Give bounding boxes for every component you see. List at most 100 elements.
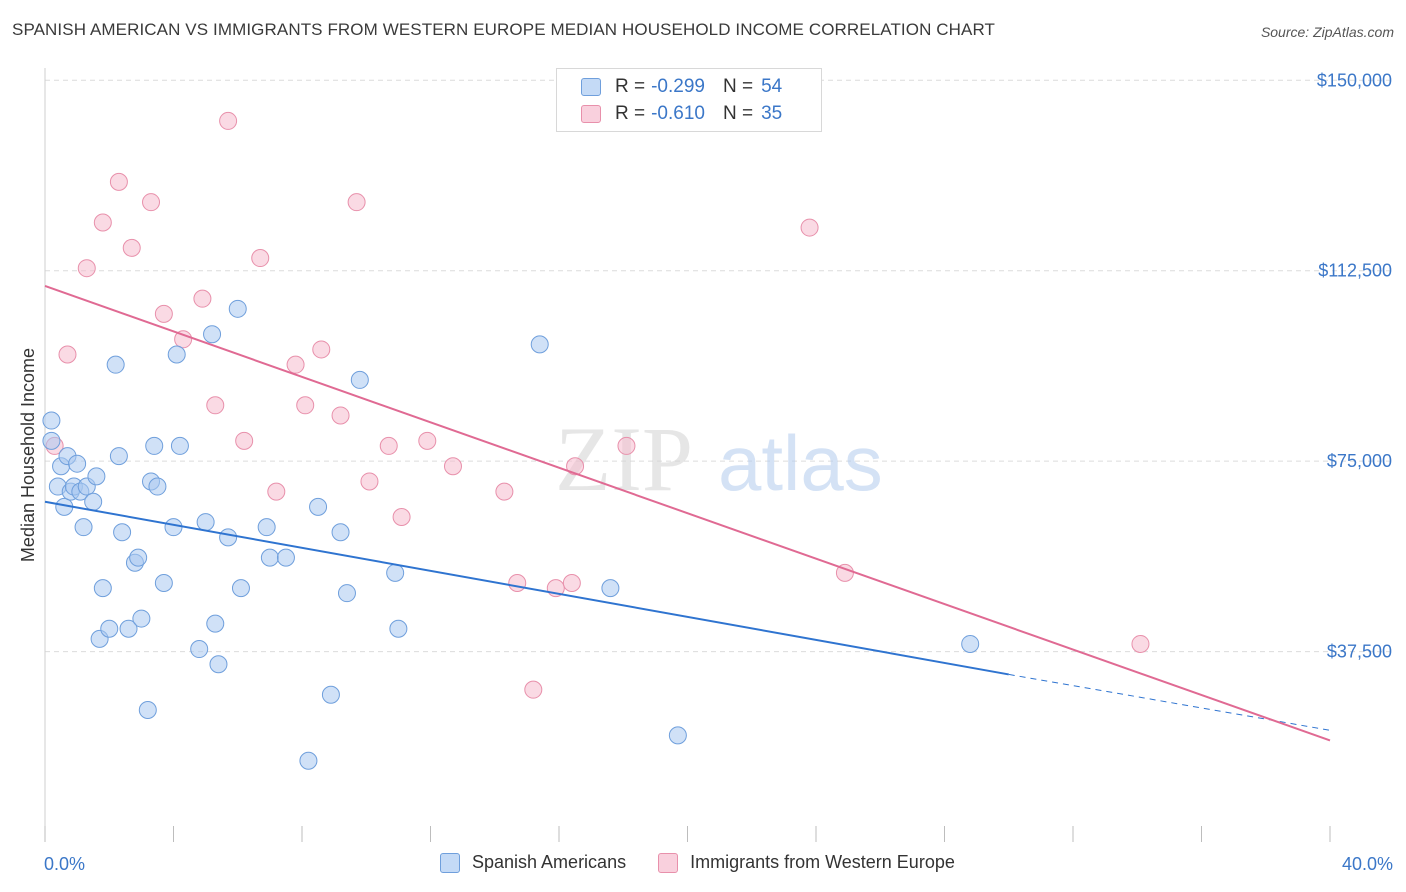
data-point <box>961 634 980 653</box>
data-point <box>93 579 112 598</box>
legend-swatch-pink <box>658 852 679 873</box>
data-point <box>495 482 514 501</box>
y-tick-label: $150,000 <box>1317 70 1392 90</box>
data-point <box>42 431 61 450</box>
data-point <box>138 700 157 719</box>
data-point <box>508 574 527 593</box>
data-point <box>113 523 132 542</box>
y-axis-label: Median Household Income <box>18 348 38 562</box>
legend-r-value: -0.610 <box>651 103 705 124</box>
trendline-spanish-americans <box>44 500 1009 676</box>
data-point <box>193 289 212 308</box>
series-immigrants-western-europe <box>45 111 1150 699</box>
legend-r-value: -0.299 <box>651 76 705 97</box>
data-point <box>286 355 305 374</box>
data-point <box>206 396 225 415</box>
data-point <box>106 355 125 374</box>
data-point <box>203 325 222 344</box>
data-point <box>129 548 148 567</box>
x-tick-label: 0.0% <box>44 854 85 874</box>
legend-label-western-europe: Immigrants from Western Europe <box>690 852 955 872</box>
chart-title: SPANISH AMERICAN VS IMMIGRANTS FROM WEST… <box>12 20 996 39</box>
data-point <box>566 457 585 476</box>
data-point <box>132 609 151 628</box>
data-point <box>309 497 328 516</box>
data-point <box>392 508 411 527</box>
data-point <box>260 548 279 567</box>
data-point <box>251 249 270 268</box>
y-tick-label: $75,000 <box>1327 451 1392 471</box>
data-point <box>418 431 437 450</box>
correlation-legend: R = -0.299 N = 54 R = -0.610 N = 35 <box>556 68 822 132</box>
data-point <box>93 213 112 232</box>
legend-n-label: N = <box>722 76 754 97</box>
data-point <box>386 563 405 582</box>
data-point <box>154 574 173 593</box>
data-point <box>142 193 161 212</box>
trendlines <box>44 285 1331 742</box>
data-point <box>276 548 295 567</box>
data-point <box>145 436 164 455</box>
data-point <box>209 655 228 674</box>
data-point <box>1131 634 1150 653</box>
series-spanish-americans <box>42 299 980 770</box>
data-point <box>84 492 103 511</box>
data-point <box>170 436 189 455</box>
data-point <box>109 172 128 191</box>
data-point <box>122 238 141 257</box>
data-point <box>379 436 398 455</box>
data-point <box>443 457 462 476</box>
data-point <box>321 685 340 704</box>
data-point <box>562 574 581 593</box>
legend-r-label: R = <box>615 103 646 124</box>
data-point <box>219 111 238 130</box>
data-point <box>109 447 128 466</box>
legend-swatch-pink <box>581 105 601 123</box>
data-point <box>206 614 225 633</box>
grid-lines <box>45 79 1392 653</box>
data-point <box>235 431 254 450</box>
data-point <box>800 218 819 237</box>
data-point <box>530 335 549 354</box>
data-point <box>231 579 250 598</box>
data-point <box>257 518 276 537</box>
legend-swatch-blue <box>581 78 601 96</box>
series-legend: Spanish Americans Immigrants from Wester… <box>440 852 987 873</box>
data-point <box>331 406 350 425</box>
data-point <box>337 584 356 603</box>
legend-r-label: R = <box>615 76 646 97</box>
data-point <box>350 370 369 389</box>
legend-n-label: N = <box>722 103 754 124</box>
legend-item-spanish-americans: Spanish Americans <box>440 852 626 873</box>
data-point <box>668 726 687 745</box>
data-point <box>87 467 106 486</box>
data-point <box>267 482 286 501</box>
legend-n-value: 54 <box>761 76 783 97</box>
y-tick-label: $37,500 <box>1327 642 1392 662</box>
data-point <box>331 523 350 542</box>
data-point <box>601 579 620 598</box>
data-point <box>617 436 636 455</box>
y-tick-label: $112,500 <box>1318 261 1392 281</box>
legend-label-spanish-americans: Spanish Americans <box>472 852 627 872</box>
data-point <box>219 528 238 547</box>
data-point <box>148 477 167 496</box>
data-point <box>154 304 173 323</box>
data-point <box>196 513 215 532</box>
data-point <box>77 259 96 278</box>
legend-row-spanish-americans: R = -0.299 N = 54 <box>581 74 782 100</box>
data-point <box>42 411 61 430</box>
data-point <box>299 751 318 770</box>
trendline-western-europe <box>44 285 1331 742</box>
data-point <box>174 330 193 349</box>
data-point <box>58 345 77 364</box>
data-point <box>360 472 379 491</box>
data-point <box>389 619 408 638</box>
legend-swatch-blue <box>440 852 460 873</box>
axis-labels: $37,500 $75,000 $112,500 $150,000 0.0% 40.0% M… <box>18 70 1393 874</box>
data-point <box>190 640 209 659</box>
data-point <box>100 619 119 638</box>
data-point <box>296 396 315 415</box>
legend-row-western-europe: R = -0.610 N = 35 <box>581 101 782 127</box>
